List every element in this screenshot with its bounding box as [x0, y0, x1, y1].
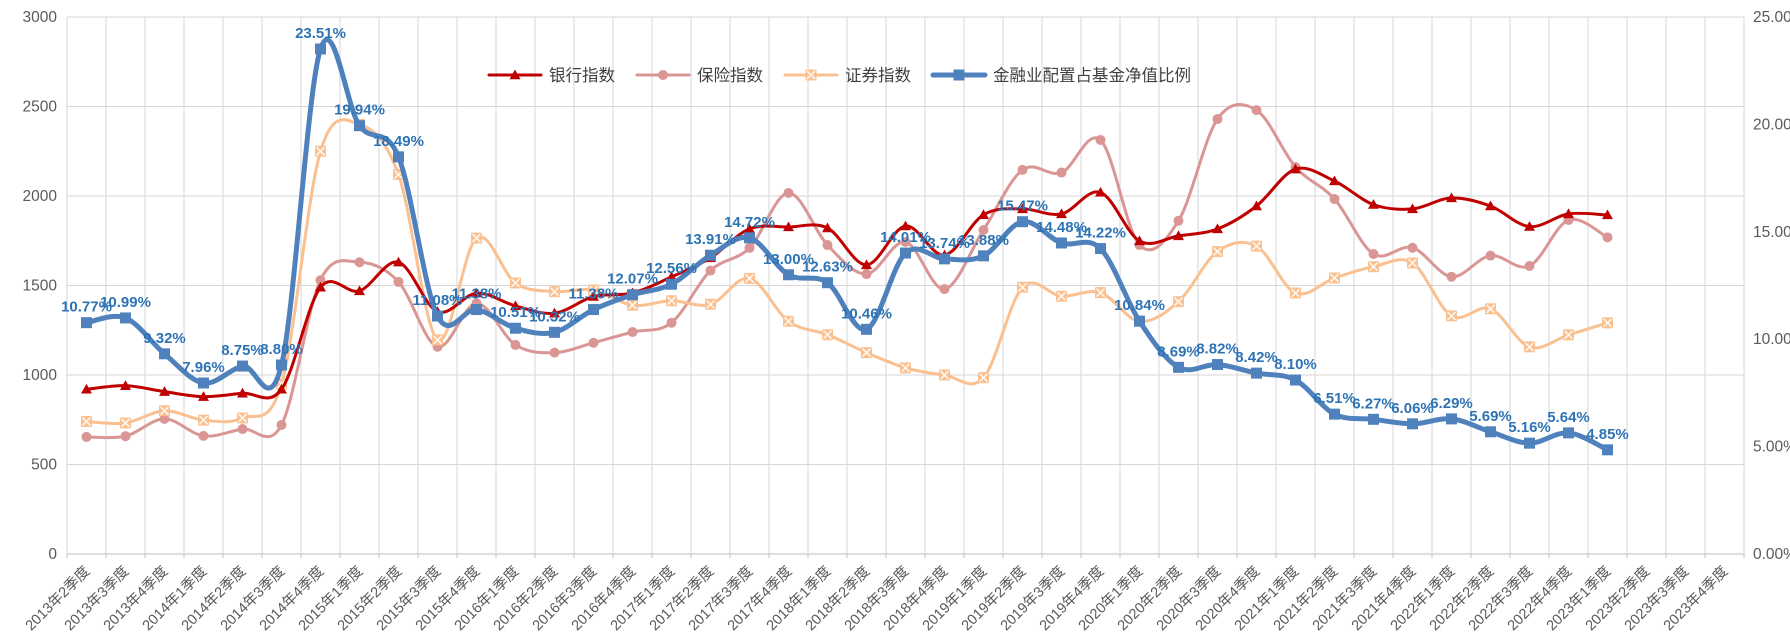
legend-label: 金融业配置占基金净值比例 [993, 66, 1191, 85]
data-label: 6.06% [1391, 400, 1434, 417]
data-label: 10.77% [61, 299, 112, 316]
y-left-tick-label: 1500 [23, 278, 58, 295]
y-left-tick-label: 3000 [23, 9, 58, 26]
legend-item-银行指数: 银行指数 [487, 66, 616, 85]
data-label: 6.29% [1430, 395, 1473, 412]
data-label: 10.46% [841, 305, 892, 322]
y-right-tick-label: 20.00% [1753, 116, 1790, 133]
data-label: 14.01% [880, 229, 931, 246]
legend-item-保险指数: 保险指数 [635, 66, 764, 85]
data-label: 8.80% [260, 341, 303, 358]
data-label: 6.51% [1313, 390, 1356, 407]
gridlines [66, 16, 1745, 558]
legend-label: 银行指数 [549, 66, 616, 85]
y-left-tick-label: 2500 [23, 99, 58, 116]
series-金融业配置占基金净值比例 [81, 37, 1613, 456]
y-right-tick-label: 5.00% [1753, 439, 1790, 456]
data-label: 5.64% [1547, 409, 1590, 426]
data-label: 10.84% [1114, 297, 1165, 314]
data-label: 7.96% [182, 359, 225, 376]
legend-label: 证券指数 [845, 66, 912, 85]
data-label: 18.49% [373, 133, 424, 150]
legend-label: 保险指数 [697, 66, 764, 85]
data-label: 10.99% [100, 294, 151, 311]
data-label: 12.07% [607, 271, 658, 288]
series-保险指数 [81, 103, 1613, 442]
legend-item-金融业配置占基金净值比例: 金融业配置占基金净值比例 [930, 66, 1191, 85]
y-left-tick-label: 1000 [23, 367, 58, 384]
data-labels: 10.77%10.99% 9.32% 7.96%8.75%8.80% 23.51% 19… [61, 25, 1629, 443]
data-label: 6.27% [1352, 395, 1395, 412]
data-label: 12.56% [646, 260, 697, 277]
data-label: 8.69% [1157, 343, 1200, 360]
data-label: 14.72% [724, 214, 775, 231]
data-label: 8.42% [1235, 349, 1278, 366]
data-label: 13.88% [958, 232, 1009, 249]
data-label: 8.10% [1274, 356, 1317, 373]
data-label: 9.32% [143, 330, 186, 347]
y-left-tick-label: 0 [48, 546, 57, 563]
data-label: 14.48% [1036, 219, 1087, 236]
y-left-tick-label: 2000 [23, 188, 58, 205]
y-right-tick-label: 25.00% [1753, 9, 1790, 26]
legend: 银行指数 保险指数 证券指数 金融业配置占基金净值比例 [487, 66, 1191, 85]
data-label: 11.08% [412, 292, 462, 309]
y-right-tick-label: 0.00% [1753, 546, 1790, 563]
legend-item-证券指数: 证券指数 [783, 66, 912, 85]
data-label: 4.85% [1586, 426, 1629, 443]
y-left-tick-label: 500 [31, 457, 57, 474]
data-label: 10.51% [490, 304, 541, 321]
data-label: 11.38% [451, 286, 501, 303]
data-label: 13.00% [763, 251, 814, 268]
y-right-tick-label: 15.00% [1753, 224, 1790, 241]
data-label: 14.22% [1075, 225, 1126, 242]
data-label: 13.91% [685, 231, 736, 248]
data-label: 13.74% [919, 235, 970, 252]
data-label: 23.51% [295, 25, 346, 42]
data-label: 19.94% [334, 102, 385, 119]
data-label: 8.82% [1196, 341, 1239, 358]
data-label: 5.16% [1508, 419, 1551, 436]
data-label: 8.75% [221, 342, 264, 359]
data-label: 10.32% [529, 308, 580, 325]
data-label: 5.69% [1469, 408, 1512, 425]
y-right-tick-label: 10.00% [1753, 331, 1790, 348]
data-label: 11.38% [568, 286, 618, 303]
data-label: 15.47% [997, 198, 1048, 215]
data-label: 12.63% [802, 259, 853, 276]
